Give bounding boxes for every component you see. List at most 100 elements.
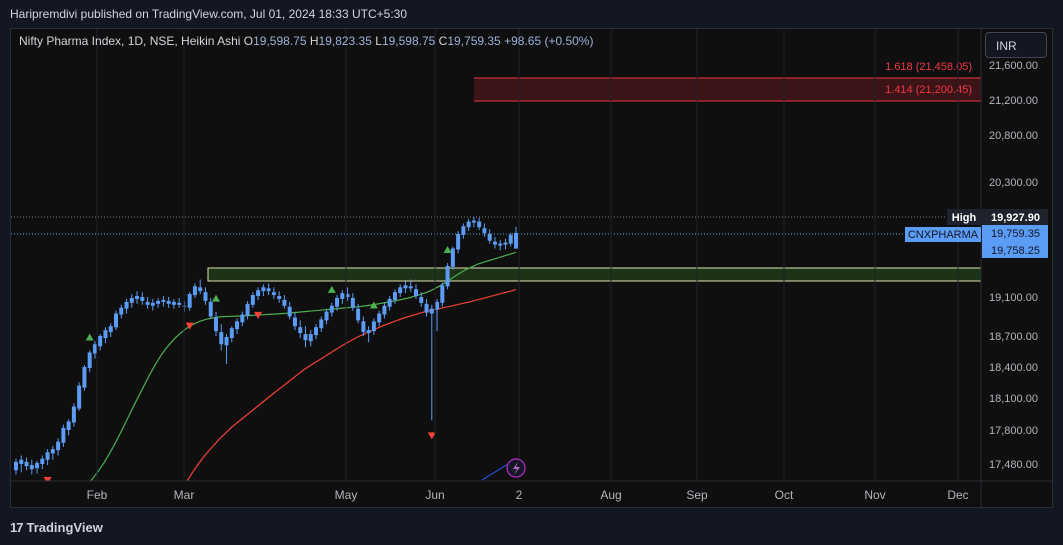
alert-icon[interactable] — [481, 458, 526, 481]
candle-body — [219, 332, 224, 345]
candle — [219, 324, 224, 351]
candle-body — [319, 319, 324, 329]
candle-body — [466, 221, 471, 228]
candle-body — [82, 367, 87, 388]
candle-body — [361, 321, 366, 333]
candle — [356, 303, 361, 324]
sell-signal-marker — [43, 477, 52, 481]
sell-signal-marker — [185, 322, 194, 330]
candle-body — [156, 300, 161, 304]
y-axis-tick: 18,400.00 — [989, 362, 1038, 374]
candle-body — [145, 301, 150, 305]
candle — [29, 459, 34, 475]
candle-body — [24, 461, 29, 467]
buy-signal-marker — [327, 285, 336, 293]
moving-average-layer — [89, 251, 517, 481]
high-tag-label-bg — [947, 209, 981, 225]
candle — [435, 298, 440, 332]
candle-body — [161, 299, 166, 302]
candle — [35, 460, 40, 474]
candle-body — [277, 296, 282, 299]
x-axis-label: 2 — [516, 488, 523, 502]
candle — [292, 311, 297, 331]
candle — [387, 296, 392, 311]
candle-body — [92, 344, 97, 354]
candle-body — [282, 299, 287, 306]
candle-body — [77, 385, 82, 409]
price-chart[interactable]: 1.618 (21,458.05) 1.414 (21,200.45) 21,60… — [0, 0, 1063, 508]
candle-body — [514, 233, 518, 249]
y-axis-tick: 21,200.00 — [989, 95, 1038, 107]
fib-extension-layer: 1.618 (21,458.05) 1.414 (21,200.45) — [474, 61, 981, 102]
buy-signal-marker — [85, 333, 94, 341]
candle — [261, 284, 266, 297]
candle-body — [477, 221, 482, 228]
candle-body — [235, 321, 240, 330]
candle-body — [435, 301, 440, 310]
candle — [456, 231, 461, 254]
candle-body — [87, 352, 92, 369]
candle — [477, 217, 482, 231]
candle-body — [198, 287, 203, 292]
candle-body — [14, 461, 18, 471]
candle-body — [492, 241, 497, 245]
x-axis-label: Mar — [174, 488, 195, 502]
tradingview-logo-icon: 17 — [10, 520, 24, 535]
candle-body — [245, 303, 250, 316]
candle — [277, 291, 282, 303]
candle-body — [35, 462, 40, 469]
candle — [14, 458, 18, 475]
candle-body — [287, 306, 292, 317]
candle-body — [308, 334, 313, 342]
candle — [508, 232, 513, 247]
candle-body — [324, 311, 329, 321]
candle — [171, 298, 176, 309]
candle — [150, 298, 155, 311]
y-axis-tick: 17,800.00 — [989, 425, 1038, 437]
candle-body — [482, 228, 487, 233]
high-label: H — [309, 34, 319, 48]
candle-body — [329, 305, 334, 313]
candle-body — [124, 301, 129, 309]
candle-body — [71, 406, 76, 423]
candle — [340, 290, 345, 304]
candle-body — [303, 334, 308, 341]
candle-body — [419, 297, 424, 303]
high-tag-label: High — [952, 212, 977, 224]
candle — [319, 316, 324, 333]
candle-body — [471, 220, 476, 223]
candle-body — [214, 317, 218, 332]
y-axis-tick: 21,600.00 — [989, 60, 1038, 72]
candle — [240, 311, 245, 327]
candle-body — [114, 313, 118, 328]
last-price-value: 19,759.35 — [991, 228, 1040, 240]
candle-body — [408, 286, 413, 289]
candle-body — [392, 292, 397, 300]
candle — [245, 300, 250, 320]
candle — [192, 283, 197, 298]
candle — [98, 334, 103, 351]
red-moving-average — [186, 289, 517, 481]
candle-body — [19, 459, 24, 464]
low-label: L — [375, 34, 382, 48]
candle — [208, 297, 213, 319]
candle-body — [350, 297, 355, 308]
footer-bar — [0, 508, 1063, 545]
buy-signal-marker — [212, 294, 220, 302]
candle — [71, 403, 76, 427]
candle-body — [271, 292, 276, 296]
candle — [414, 284, 418, 299]
candle-body — [98, 336, 103, 347]
candle-body — [224, 337, 229, 346]
x-axis-label: May — [335, 488, 358, 502]
tradingview-logo[interactable]: 17 TradingView — [10, 520, 103, 535]
candle-body — [150, 302, 155, 306]
candle-body — [166, 300, 171, 304]
x-axis-label: Nov — [864, 488, 885, 502]
candle — [161, 296, 166, 307]
candle — [256, 287, 261, 300]
currency-button[interactable]: INR — [985, 32, 1047, 58]
candle-body — [424, 303, 429, 313]
candle — [461, 223, 466, 239]
candle-body — [298, 327, 303, 334]
